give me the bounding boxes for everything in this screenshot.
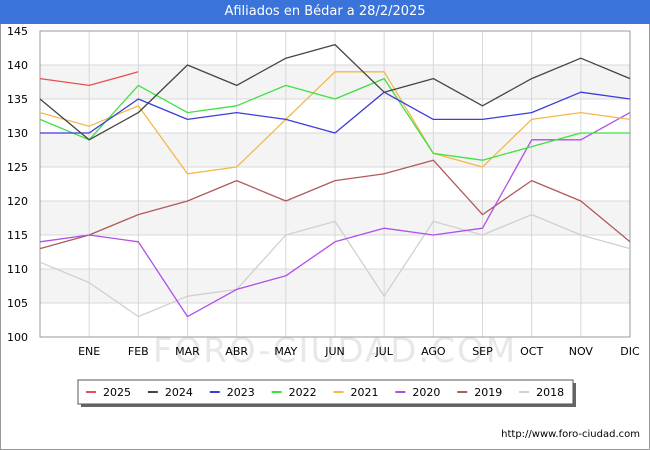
legend-label-2020: 2020 — [412, 386, 440, 399]
legend-label-2021: 2021 — [351, 386, 379, 399]
chart-title: Afiliados en Bédar a 28/2/2025 — [0, 0, 650, 24]
x-tick-label: AGO — [421, 345, 446, 358]
legend-label-2024: 2024 — [165, 386, 193, 399]
series-line-2022 — [39, 77, 630, 161]
x-tick-label: JUL — [374, 345, 393, 358]
series-line-2018 — [39, 213, 631, 318]
source-url: http://www.foro-ciudad.com — [501, 429, 640, 440]
y-tick-label: 100 — [7, 331, 28, 344]
series-line-2019 — [39, 159, 631, 250]
series-line-2024 — [39, 43, 631, 141]
x-tick-label: SEP — [472, 345, 493, 358]
x-tick-label: OCT — [520, 345, 543, 358]
y-tick-label: 130 — [7, 127, 28, 140]
x-tick-label: MAR — [175, 345, 200, 358]
x-tick-label: ENE — [78, 345, 100, 358]
plot-border — [39, 30, 631, 338]
y-tick-label: 125 — [7, 161, 28, 174]
y-tick-label: 145 — [7, 25, 28, 38]
series-line-2020 — [39, 112, 631, 318]
x-tick-label: DIC — [620, 345, 640, 358]
y-tick-label: 120 — [7, 195, 28, 208]
series-line-2021 — [39, 71, 631, 175]
series-line-2025 — [39, 71, 139, 87]
x-tick-label: MAY — [274, 345, 297, 358]
y-tick-label: 105 — [7, 297, 28, 310]
legend-label-2022: 2022 — [289, 386, 317, 399]
series-line-2023 — [40, 91, 631, 134]
x-tick-label: JUN — [324, 345, 345, 358]
y-tick-label: 140 — [7, 59, 28, 72]
x-tick-label: NOV — [569, 345, 594, 358]
watermark: FORO-CIUDAD.COM — [153, 331, 517, 371]
x-tick-label: ABR — [225, 345, 248, 358]
y-tick-label: 135 — [7, 93, 28, 106]
legend-label-2019: 2019 — [474, 386, 502, 399]
y-tick-label: 115 — [7, 229, 28, 242]
legend-label-2018: 2018 — [536, 386, 564, 399]
legend-box — [77, 379, 574, 405]
x-tick-label: FEB — [128, 345, 149, 358]
legend-label-2025: 2025 — [103, 386, 131, 399]
y-tick-label: 110 — [7, 263, 28, 276]
legend-label-2023: 2023 — [227, 386, 255, 399]
